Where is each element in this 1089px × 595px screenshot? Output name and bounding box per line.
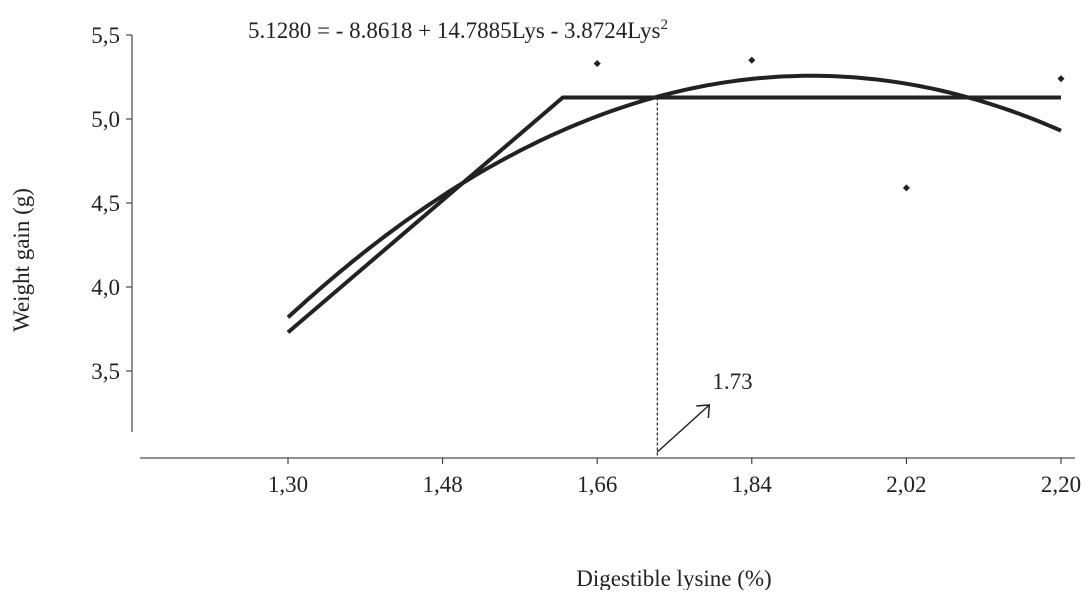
y-axis-label: Weight gain (g) bbox=[9, 188, 34, 332]
y-tick-label: 5,0 bbox=[91, 107, 120, 132]
x-tick-label: 1,48 bbox=[422, 472, 462, 497]
x-tick-label: 1,30 bbox=[268, 472, 308, 497]
equation-main: 5.1280 = - 8.8618 + 14.7885Lys - 3.8724L… bbox=[248, 18, 661, 43]
y-tick-label: 3,5 bbox=[91, 359, 120, 384]
y-axis-ticks: 3,5 4,0 4,5 5,0 5,5 bbox=[91, 23, 132, 384]
x-tick-label: 2,20 bbox=[1041, 472, 1081, 497]
y-tick-label: 5,5 bbox=[91, 23, 120, 48]
regression-equation: 5.1280 = - 8.8618 + 14.7885Lys - 3.8724L… bbox=[248, 17, 668, 43]
axes bbox=[131, 35, 1075, 459]
breakpoint-arrowhead bbox=[696, 404, 711, 419]
x-axis-label: Digestible lysine (%) bbox=[576, 566, 771, 590]
y-tick-label: 4,5 bbox=[91, 191, 120, 216]
x-tick-label: 1,84 bbox=[732, 472, 773, 497]
breakpoint-label: 1.73 bbox=[712, 369, 752, 394]
breakpoint-arrow bbox=[656, 404, 710, 453]
x-tick-label: 1,66 bbox=[577, 472, 617, 497]
y-tick-label: 4,0 bbox=[91, 275, 120, 300]
x-axis-ticks: 1,30 1,48 1,66 1,84 2,02 2,20 bbox=[268, 458, 1081, 497]
quadratic-curve bbox=[286, 73, 1062, 319]
data-point bbox=[748, 56, 756, 64]
data-point bbox=[902, 184, 910, 192]
x-tick-label: 2,02 bbox=[886, 472, 926, 497]
data-point bbox=[593, 60, 601, 68]
linear-plateau-line bbox=[286, 95, 1061, 334]
equation-superscript: 2 bbox=[660, 17, 668, 33]
data-point bbox=[1057, 75, 1065, 83]
